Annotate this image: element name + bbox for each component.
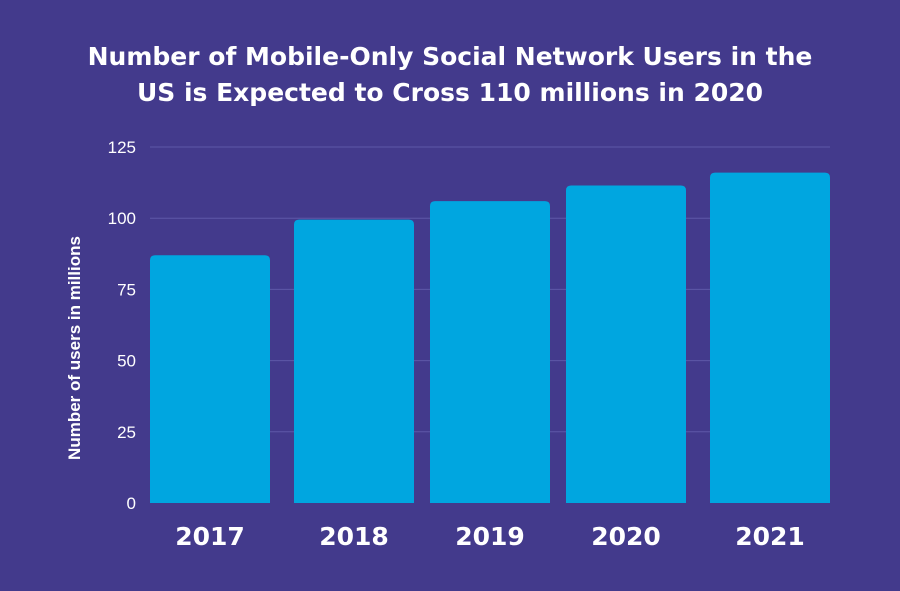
bar-2018 bbox=[294, 219, 414, 503]
y-axis-ticks: 0 25 50 75 100 125 bbox=[108, 138, 136, 513]
y-axis-label: Number of users in millions bbox=[65, 236, 84, 460]
x-tick-label: 2021 bbox=[735, 522, 805, 551]
x-tick-label: 2019 bbox=[455, 522, 525, 551]
bar-2020 bbox=[566, 185, 686, 503]
y-tick-label: 25 bbox=[117, 423, 136, 442]
bar-2019 bbox=[430, 201, 550, 503]
x-tick-label: 2020 bbox=[591, 522, 661, 551]
bar-2017 bbox=[150, 255, 270, 503]
chart-title-line-2: US is Expected to Cross 110 millions in … bbox=[137, 78, 763, 107]
chart-title-line-1: Number of Mobile-Only Social Network Use… bbox=[88, 42, 813, 71]
x-tick-label: 2017 bbox=[175, 522, 245, 551]
bars bbox=[150, 172, 830, 503]
y-tick-label: 125 bbox=[108, 138, 136, 157]
bar-2021 bbox=[710, 172, 830, 503]
y-tick-label: 0 bbox=[127, 494, 136, 513]
y-tick-label: 50 bbox=[117, 352, 136, 371]
y-tick-label: 75 bbox=[117, 280, 136, 299]
y-tick-label: 100 bbox=[108, 209, 136, 228]
x-axis-ticks: 2017 2018 2019 2020 2021 bbox=[175, 522, 805, 551]
x-tick-label: 2018 bbox=[319, 522, 389, 551]
